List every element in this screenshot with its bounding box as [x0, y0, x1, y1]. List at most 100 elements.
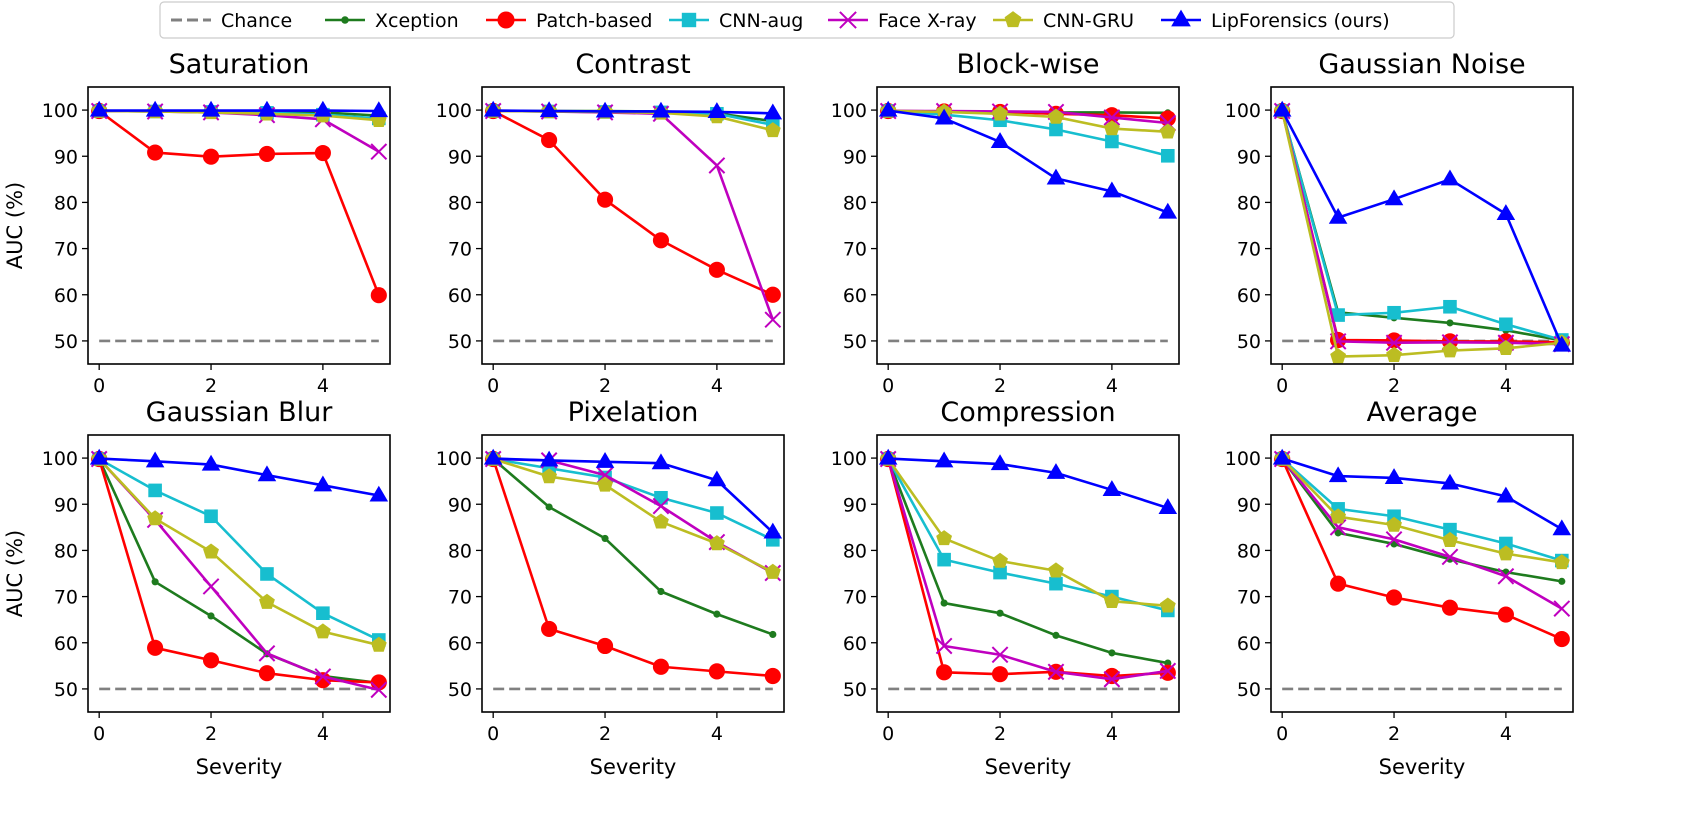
series-face-x-ray [1273, 102, 1571, 353]
data-point [1386, 346, 1402, 362]
data-point [707, 102, 727, 118]
legend-entry-patch-based: Patch-based [486, 10, 652, 32]
y-tick-label: 80 [843, 540, 867, 562]
data-point [769, 630, 777, 639]
data-point [936, 664, 953, 681]
axes-frame [876, 434, 1180, 713]
series-line [98, 458, 380, 692]
y-tick-label: 70 [54, 587, 78, 609]
series-line [887, 458, 1168, 608]
y-tick-label: 90 [1237, 494, 1261, 516]
data-point [708, 157, 726, 174]
legend-label: LipForensics (ours) [1211, 10, 1390, 32]
axes-frame [1270, 86, 1574, 365]
series-line [1280, 110, 1563, 342]
x-tick-label: 4 [711, 375, 723, 397]
data-point [1499, 536, 1513, 551]
panel-title: Block-wise [956, 49, 1099, 80]
data-point [652, 497, 670, 515]
data-point [934, 451, 954, 468]
y-tick-label: 100 [42, 448, 78, 470]
series-patch-based [91, 102, 387, 304]
series-xception [884, 455, 1172, 667]
data-point [203, 543, 219, 559]
x-axis-label: Severity [196, 755, 283, 779]
data-point [993, 565, 1007, 580]
panel-title: Gaussian Noise [1318, 49, 1525, 80]
axes-frame [87, 86, 391, 365]
data-point [1446, 319, 1454, 327]
data-point [1158, 498, 1178, 515]
data-point [370, 636, 387, 652]
data-point [651, 101, 671, 118]
y-tick-label: 70 [1237, 239, 1261, 261]
data-point [1328, 466, 1348, 483]
series-line [1280, 110, 1562, 358]
series-cnn-gru [1274, 102, 1570, 364]
data-point [1272, 100, 1292, 117]
data-point [1497, 567, 1515, 585]
legend-swatch-marker [681, 12, 697, 28]
series-line [98, 109, 381, 296]
data-point [601, 534, 609, 542]
legend-frame [159, 1, 1455, 39]
legend-swatch-marker [497, 11, 515, 29]
data-point [260, 567, 274, 581]
y-tick-label: 80 [1237, 192, 1261, 214]
y-tick-label: 60 [843, 285, 867, 307]
data-point [991, 646, 1009, 664]
panel-title: Contrast [575, 49, 690, 80]
series-cnn-aug [486, 104, 780, 132]
y-tick-label: 50 [448, 679, 472, 701]
data-point [147, 144, 164, 161]
data-point [597, 476, 613, 492]
series-line [492, 109, 774, 296]
series-line [1281, 458, 1563, 564]
y-tick-label: 90 [843, 146, 867, 168]
x-tick-label: 0 [93, 375, 105, 397]
data-point [1159, 597, 1176, 613]
x-tick-label: 2 [205, 723, 217, 745]
series-line [1281, 458, 1563, 583]
y-tick-label: 70 [448, 587, 472, 609]
data-point [1158, 202, 1178, 219]
series-patch-based [485, 102, 781, 303]
y-tick-label: 50 [1237, 679, 1261, 701]
data-point [1384, 468, 1404, 484]
x-tick-label: 2 [599, 375, 611, 397]
panel-average: Average 50 60 70 80 90 100 0 2 4 Severity [1225, 397, 1574, 779]
series-lipforensics-ours [1272, 448, 1572, 536]
data-point [1558, 577, 1566, 585]
y-tick-label: 80 [448, 192, 472, 214]
series-xception [1278, 455, 1566, 585]
data-point [1052, 631, 1060, 639]
data-point [996, 609, 1004, 617]
data-point [1552, 335, 1572, 352]
axes-frame [1270, 434, 1574, 713]
series-line [888, 109, 1168, 134]
legend-entry-xception: Xception [325, 10, 459, 32]
legend-entry-chance: Chance [171, 10, 292, 32]
y-tick-label: 90 [448, 146, 472, 168]
legend-entry-lipforensics-ours: LipForensics (ours) [1161, 9, 1390, 32]
data-point [545, 503, 553, 511]
data-point [1496, 204, 1516, 221]
panel-gaussian-blur: Gaussian Blur 50 60 70 80 90 100 0 2 4 AUC (%) Seve… [3, 397, 391, 779]
data-point [990, 132, 1010, 148]
x-tick-label: 0 [882, 723, 894, 745]
series-face-x-ray [484, 102, 782, 329]
series-line [888, 109, 1169, 214]
y-tick-label: 60 [54, 285, 78, 307]
series-line [98, 457, 380, 642]
data-point [940, 599, 948, 607]
series-line [493, 457, 774, 575]
data-point [1048, 108, 1064, 124]
data-point [596, 637, 614, 655]
y-tick-label: 90 [843, 494, 867, 516]
data-point [710, 506, 724, 520]
data-point [1272, 448, 1292, 465]
y-tick-label: 70 [448, 239, 472, 261]
data-point [258, 645, 276, 662]
data-point [653, 513, 669, 529]
data-point [145, 100, 165, 117]
